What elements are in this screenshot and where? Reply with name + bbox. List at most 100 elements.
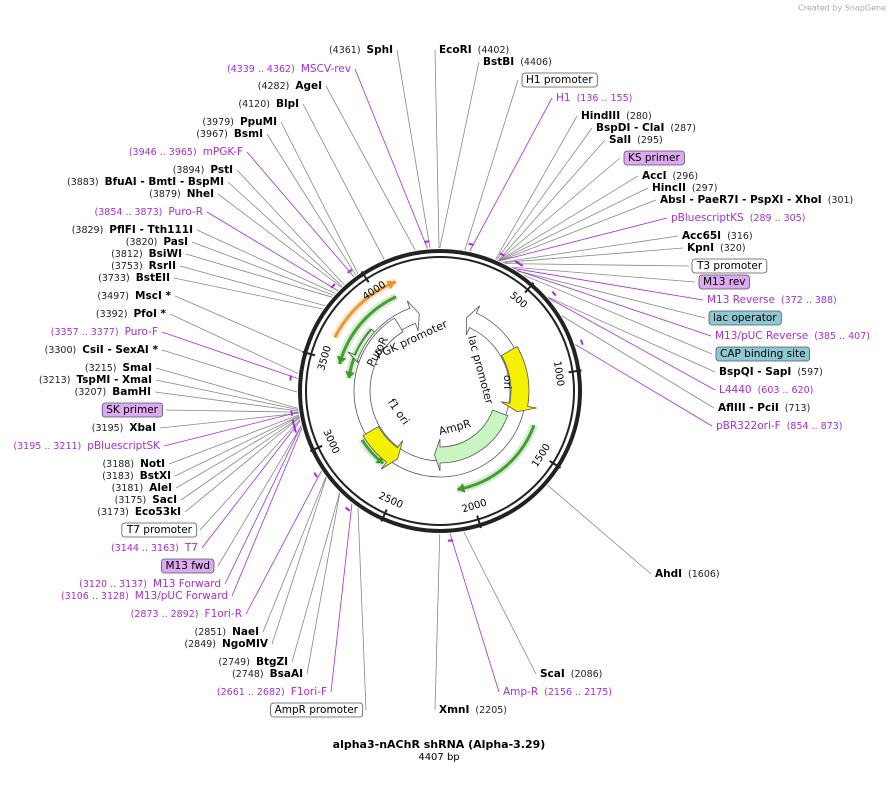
site-label: (3183) BstXI: [102, 470, 171, 482]
site-label: (3979) PpuMI: [202, 116, 277, 128]
site-name: Eco53kI: [135, 506, 181, 518]
site-name: NheI: [187, 188, 214, 200]
site-name: BsiWI: [149, 248, 182, 260]
primer-label: (3946 .. 3965) mPGK-F: [129, 146, 243, 158]
primer-label: pBR322ori-F (854 .. 873): [716, 420, 842, 432]
ring-tick: [524, 282, 535, 294]
feature-tag-label: M13 rev: [703, 276, 746, 288]
leader-line: [206, 211, 339, 292]
site-position: (3195): [92, 423, 124, 434]
site-position: (603 .. 620): [758, 385, 814, 396]
site-label: AhdI (1606): [655, 568, 720, 580]
site-position: (3733): [98, 273, 130, 284]
site-position: (280): [626, 111, 652, 122]
site-label: HincII (297): [652, 182, 717, 194]
leader-line: [548, 297, 716, 391]
feature-block: [433, 409, 509, 472]
site-label: (2849) NgoMIV: [184, 638, 268, 650]
site-position: (3879): [149, 189, 181, 200]
primer-site: [330, 283, 336, 289]
leader-line: [262, 476, 327, 633]
site-name: M13 Forward: [153, 578, 221, 590]
site-position: (3883): [67, 177, 99, 188]
site-name: L4440: [719, 384, 752, 396]
ring-tick: [302, 350, 316, 357]
feature-arrowhead: [386, 280, 396, 290]
site-name: BstEII: [136, 272, 170, 284]
leader-line: [173, 277, 323, 310]
site-label: AbsI - PaeR7I - PspXI - XhoI (301): [660, 194, 853, 206]
site-name: Amp-R: [503, 686, 538, 698]
leader-line: [291, 492, 340, 663]
site-label: (4282) AgeI: [258, 80, 322, 92]
site-name: Acc65I: [682, 230, 721, 242]
ring-tick: [568, 369, 582, 374]
site-position: (297): [692, 183, 718, 194]
site-position: (3979): [202, 117, 234, 128]
site-position: (2749): [218, 657, 250, 668]
site-position: (4282): [258, 81, 290, 92]
leader-line: [266, 133, 357, 276]
site-name: PflFI - Tth111I: [109, 224, 193, 236]
site-position: (3181): [112, 483, 144, 494]
site-position: (2661 .. 2682): [217, 687, 285, 698]
site-position: (287): [670, 123, 696, 134]
site-position: (3183): [102, 471, 134, 482]
site-name: BstBI: [483, 56, 514, 68]
site-position: (296): [672, 171, 698, 182]
ring-tick: [380, 509, 388, 522]
site-label: (3812) BsiWI: [111, 248, 182, 260]
site-label: SalI (295): [609, 134, 663, 146]
leader-line: [165, 409, 299, 413]
feature-arrowhead: [457, 483, 466, 493]
leader-line: [547, 484, 652, 575]
site-label: (3967) BsmI: [196, 128, 263, 140]
primer-site: [499, 252, 505, 257]
leader-line: [449, 533, 500, 693]
site-position: (3106 .. 3128): [61, 591, 129, 602]
site-name: PfoI *: [133, 308, 166, 320]
primer-label: (3120 .. 3137) M13 Forward: [79, 578, 221, 590]
site-name: SmaI: [123, 362, 153, 374]
feature-tag-box: [715, 346, 811, 362]
site-position: (3894): [173, 165, 205, 176]
leader-line: [175, 415, 300, 489]
primer-site: [347, 268, 353, 274]
credit: Created by SnapGene: [798, 4, 886, 13]
leader-line: [227, 181, 343, 287]
site-name: M13/pUC Reverse: [715, 330, 808, 342]
feature-tag-label: T3 promoter: [696, 260, 763, 272]
site-name: MscI *: [135, 290, 171, 302]
feature-tag: M13 rev: [698, 274, 750, 290]
site-name: BlpI: [276, 98, 299, 110]
site-label: AflIII - PciI (713): [718, 402, 810, 414]
feature-tag-label: T7 promoter: [126, 524, 193, 536]
leader-line: [169, 313, 299, 374]
site-label: (3497) MscI *: [97, 290, 171, 302]
site-position: (597): [797, 367, 823, 378]
leader-line: [161, 331, 298, 379]
site-position: (3213): [39, 375, 71, 386]
site-position: (3946 .. 3965): [129, 147, 197, 158]
feature-tag-box: [161, 558, 215, 574]
leader-line: [246, 151, 355, 278]
site-name: BamHI: [112, 386, 151, 398]
site-name: PpuMI: [240, 116, 277, 128]
leader-line: [469, 97, 553, 252]
leader-line: [217, 193, 342, 288]
site-name: T7: [184, 542, 198, 554]
site-name: BtgZI: [256, 656, 288, 668]
site-name: XbaI: [129, 422, 156, 434]
site-label: (3392) PfoI *: [96, 308, 167, 320]
leader-line: [498, 139, 606, 261]
leader-line: [439, 61, 480, 249]
ring-tick-label: 3000: [320, 428, 341, 456]
site-name: TspMI - XmaI: [76, 374, 152, 386]
leader-line: [495, 115, 578, 260]
site-label: AccI (296): [642, 170, 698, 182]
site-position: (289 .. 305): [750, 213, 806, 224]
feature-tag: lac operator: [708, 310, 782, 326]
feature-tag: H1 promoter: [521, 72, 598, 88]
site-label: (3195) XbaI: [92, 422, 156, 434]
